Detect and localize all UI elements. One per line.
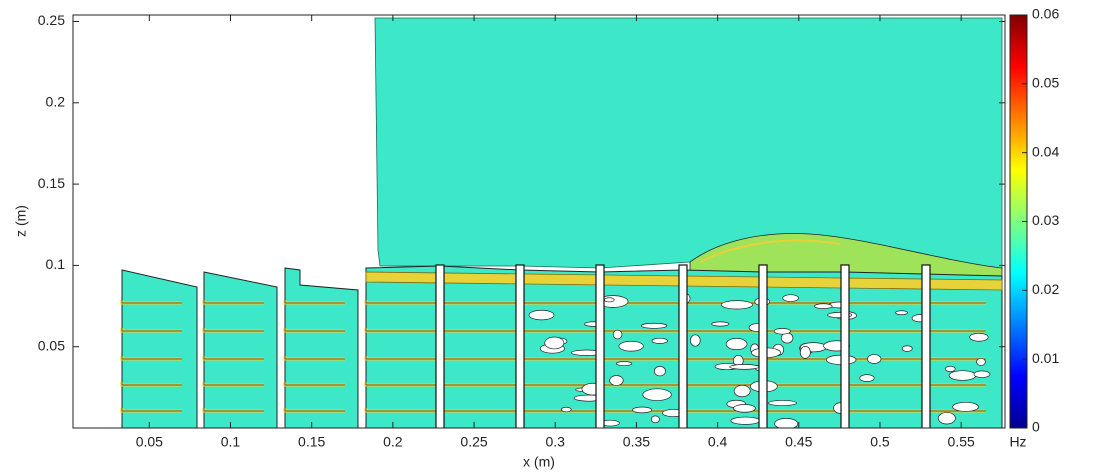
x-axis-label: x (m)	[523, 454, 555, 470]
plate	[758, 264, 768, 428]
patch	[720, 300, 753, 310]
x-tick-label: 0.4	[708, 434, 728, 450]
patch	[973, 370, 991, 378]
patch	[725, 338, 748, 351]
y-tick-label: 0.2	[46, 94, 66, 110]
x-tick-label: 0.55	[948, 434, 975, 450]
streak-edge	[365, 328, 986, 332]
streak-edge	[284, 300, 345, 304]
patch	[560, 406, 572, 413]
streak-edge	[284, 328, 345, 332]
plot-frame	[72, 14, 1006, 429]
patch	[544, 336, 565, 350]
x-tick-label: 0.15	[298, 434, 325, 450]
patch	[859, 374, 875, 382]
streak-edge	[365, 382, 986, 386]
plate	[678, 264, 688, 428]
streak-edge	[203, 382, 264, 386]
x-tick-label: 0.25	[460, 434, 487, 450]
colorbar-tick-label: 0.05	[1032, 75, 1059, 91]
patch	[767, 400, 797, 406]
canopy-block	[203, 271, 278, 428]
streak-edge	[121, 382, 182, 386]
streak-edge	[121, 356, 182, 360]
patch	[944, 365, 956, 372]
patch	[948, 370, 977, 381]
plates	[435, 264, 931, 428]
patch	[528, 309, 555, 321]
patch	[632, 406, 653, 414]
patch	[653, 365, 666, 377]
patch	[689, 334, 701, 347]
y-tick-label: 0.15	[38, 175, 65, 191]
colorbar-tick-label: 0.03	[1032, 212, 1059, 228]
streak-edge	[284, 382, 345, 386]
plate	[840, 264, 850, 428]
colorbar-tick-label: 0.01	[1032, 350, 1059, 366]
streak-edge	[284, 408, 345, 412]
streak-edge	[284, 356, 345, 360]
x-tick-label: 0.2	[383, 434, 403, 450]
upper-flow	[374, 17, 1003, 269]
plate	[435, 264, 445, 428]
patch	[799, 346, 811, 359]
patch	[711, 321, 730, 327]
patch	[729, 364, 760, 370]
colorbar-tick-label: 0.04	[1032, 143, 1059, 159]
patch	[814, 303, 833, 310]
colorbar-tick-label: 0.06	[1032, 6, 1059, 22]
streak-edge	[121, 408, 182, 412]
contour-field	[120, 17, 1003, 428]
patch	[603, 297, 615, 303]
patch	[612, 329, 623, 340]
patch	[640, 322, 668, 329]
patch	[867, 354, 882, 364]
patch	[733, 404, 756, 413]
x-tick-label: 0.05	[136, 434, 163, 450]
shear-streak	[699, 239, 841, 263]
patch	[642, 388, 672, 401]
canopy-block	[284, 267, 359, 428]
streak-edge	[203, 408, 264, 412]
colorbar-tick-label: 0	[1032, 419, 1040, 435]
patch	[650, 415, 660, 424]
y-axis-label: z (m)	[13, 205, 29, 237]
patch	[618, 340, 644, 352]
colorbar-tick-label: 0.02	[1032, 281, 1059, 297]
y-tick-label: 0.25	[38, 12, 65, 28]
streak-edge	[203, 356, 264, 360]
patch	[901, 345, 913, 352]
x-tick-label: 0.45	[785, 434, 812, 450]
patch	[615, 361, 633, 367]
canopy-block	[121, 269, 198, 428]
plate	[515, 264, 525, 428]
patch	[773, 327, 791, 335]
x-tick-label: 0.3	[546, 434, 566, 450]
patch	[651, 337, 668, 344]
patch	[969, 332, 989, 342]
patch	[730, 416, 761, 425]
patch	[895, 310, 908, 316]
patch	[937, 412, 956, 425]
x-tick-label: 0.35	[623, 434, 650, 450]
patch	[733, 384, 751, 398]
streak-edge	[203, 328, 264, 332]
plate	[921, 264, 931, 428]
plate	[595, 264, 605, 428]
patch	[782, 294, 799, 302]
x-tick-label: 0.5	[870, 434, 890, 450]
y-tick-label: 0.1	[46, 256, 66, 272]
x-tick-label: 0.1	[221, 434, 241, 450]
streak-edge	[365, 300, 986, 304]
patch	[774, 418, 799, 428]
streak-edge	[203, 300, 264, 304]
y-tick-label: 0.05	[38, 337, 65, 353]
patch	[952, 401, 979, 412]
streak-edge	[121, 300, 182, 304]
patch	[976, 357, 986, 366]
patch	[609, 375, 624, 386]
colorbar-label: Hz	[1009, 434, 1026, 450]
streak-edge	[121, 328, 182, 332]
